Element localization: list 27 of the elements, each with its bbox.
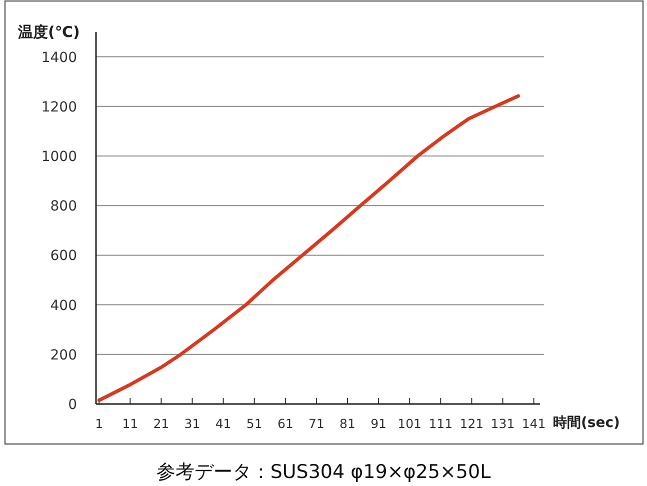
x-tick-label: 41 xyxy=(215,416,232,431)
x-axis-title: 時間(sec) xyxy=(553,415,620,431)
x-tick-label: 111 xyxy=(428,416,453,431)
y-tick-label: 800 xyxy=(50,198,77,215)
y-tick-label: 1200 xyxy=(41,99,77,116)
y-tick-label: 1400 xyxy=(41,50,77,66)
x-tick-label: 141 xyxy=(522,416,546,431)
y-tick-label: 200 xyxy=(50,347,77,364)
x-tick-label: 51 xyxy=(246,416,262,431)
x-tick-label: 121 xyxy=(460,416,484,431)
x-tick-label: 21 xyxy=(153,416,170,431)
y-tick-label: 600 xyxy=(50,248,77,264)
y-tick-label: 1000 xyxy=(41,149,77,165)
x-tick-label: 81 xyxy=(340,416,356,431)
x-tick-label: 131 xyxy=(490,416,515,431)
x-tick-label: 1 xyxy=(95,416,104,431)
y-tick-label: 0 xyxy=(68,397,77,413)
y-tick-label: 400 xyxy=(50,298,77,314)
line-series xyxy=(97,94,520,402)
x-tick-label: 31 xyxy=(184,416,200,431)
x-tick-label: 11 xyxy=(122,416,138,431)
text: 参考データ：SUS304 φ19×φ25×50L xyxy=(156,461,492,483)
x-tick-label: 71 xyxy=(308,416,324,431)
x-tick-label: 61 xyxy=(277,416,294,431)
x-tick-label: 91 xyxy=(370,416,386,431)
x-tick-label: 101 xyxy=(398,416,422,431)
y-axis-title: 温度(℃) xyxy=(17,23,80,41)
